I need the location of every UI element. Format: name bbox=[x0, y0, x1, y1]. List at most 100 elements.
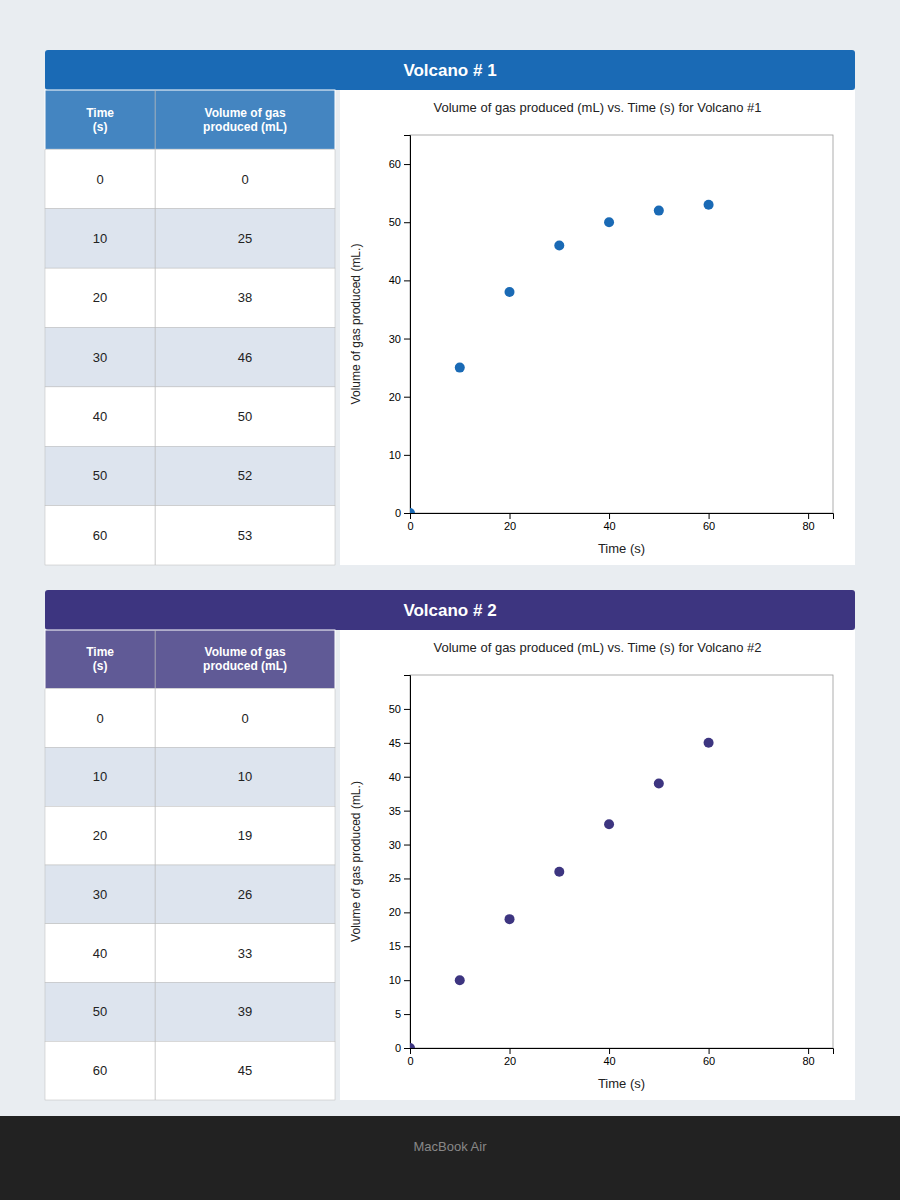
chart-root: Volcano # 1Time(s)Volume of gasproduced … bbox=[0, 0, 900, 1200]
point bbox=[554, 867, 564, 877]
table-cell: 20 bbox=[93, 828, 107, 843]
tick: 60 bbox=[703, 513, 715, 532]
table-header-label: Time(s) bbox=[86, 106, 114, 134]
table-cell: 30 bbox=[93, 887, 107, 902]
point bbox=[704, 200, 714, 210]
tick-label: 30 bbox=[389, 333, 401, 345]
tick: 30 bbox=[389, 839, 410, 851]
tick-label: 25 bbox=[389, 872, 401, 884]
tick-mark bbox=[709, 513, 710, 519]
table-header bbox=[45, 630, 335, 689]
table-cell: 20 bbox=[93, 290, 107, 305]
point bbox=[654, 206, 664, 216]
table-cell: 10 bbox=[93, 231, 107, 246]
table-row bbox=[45, 506, 335, 565]
tick-label: 50 bbox=[389, 703, 401, 715]
tick: 0 bbox=[395, 1042, 410, 1054]
table-cell: 40 bbox=[93, 946, 107, 961]
text-line: Volume of gas bbox=[205, 645, 286, 659]
table-cell: 39 bbox=[238, 1004, 252, 1019]
tick-label: 40 bbox=[389, 771, 401, 783]
table-row bbox=[45, 806, 335, 865]
table-header-label: Time(s) bbox=[86, 645, 114, 673]
tick: 45 bbox=[389, 737, 410, 749]
tick-label: 40 bbox=[389, 274, 401, 286]
chart-title: Volume of gas produced (mL) vs. Time (s)… bbox=[433, 640, 761, 655]
tick: 40 bbox=[389, 274, 410, 286]
table-row bbox=[45, 1041, 335, 1100]
table-cell: 52 bbox=[238, 468, 252, 483]
table-cell: 45 bbox=[238, 1063, 252, 1078]
tick-label: 0 bbox=[407, 1055, 413, 1067]
x-axis-title: Time (s) bbox=[598, 541, 645, 556]
y-axis: 0102030405060 bbox=[389, 136, 411, 520]
tick-mark bbox=[404, 743, 410, 744]
table-cell: 46 bbox=[238, 350, 252, 365]
text-line: produced (mL) bbox=[203, 120, 287, 134]
points bbox=[410, 200, 714, 513]
tick-mark bbox=[404, 397, 410, 398]
tick: 20 bbox=[389, 391, 410, 403]
tick: 30 bbox=[389, 333, 410, 345]
tick: 0 bbox=[407, 1048, 413, 1067]
tick-mark bbox=[404, 1048, 410, 1049]
chart-card bbox=[340, 90, 855, 565]
tick-label: 50 bbox=[389, 216, 401, 228]
point bbox=[410, 1043, 415, 1048]
tick: 60 bbox=[703, 1048, 715, 1067]
tick-label: 40 bbox=[603, 1055, 615, 1067]
tick: 40 bbox=[389, 771, 410, 783]
table-cell: 10 bbox=[93, 769, 107, 784]
tick-label: 20 bbox=[504, 1055, 516, 1067]
tick: 80 bbox=[802, 1048, 814, 1067]
tick-mark bbox=[404, 709, 410, 710]
banner-title: Volcano # 2 bbox=[403, 601, 496, 620]
tick: 50 bbox=[389, 216, 410, 228]
tick-label: 0 bbox=[395, 507, 401, 519]
point bbox=[455, 363, 465, 373]
table-divider bbox=[155, 630, 156, 1100]
table-row bbox=[45, 268, 335, 327]
tick-mark bbox=[808, 513, 809, 519]
banner bbox=[45, 50, 855, 90]
tick-mark bbox=[709, 1048, 710, 1054]
tick-mark bbox=[609, 1048, 610, 1054]
table-row bbox=[45, 387, 335, 446]
tick-label: 40 bbox=[603, 520, 615, 532]
table-cell: 0 bbox=[241, 172, 248, 187]
text-line: Time bbox=[86, 645, 114, 659]
tick-mark bbox=[404, 280, 410, 281]
table-row bbox=[45, 328, 335, 387]
table-row bbox=[45, 209, 335, 268]
tick-mark bbox=[404, 339, 410, 340]
tick: 40 bbox=[603, 513, 615, 532]
tick-label: 80 bbox=[802, 520, 814, 532]
table-cell: 38 bbox=[238, 290, 252, 305]
tick-label: 60 bbox=[389, 158, 401, 170]
tick-label: 60 bbox=[703, 520, 715, 532]
table-row bbox=[45, 865, 335, 924]
point bbox=[455, 975, 465, 985]
tick-mark bbox=[808, 1048, 809, 1054]
tick: 80 bbox=[802, 513, 814, 532]
tick: 0 bbox=[407, 513, 413, 532]
footer-bar bbox=[0, 1116, 900, 1200]
text-line: produced (mL) bbox=[203, 659, 287, 673]
axis-line bbox=[411, 514, 834, 520]
page-background bbox=[0, 0, 900, 1200]
tick: 35 bbox=[389, 805, 410, 817]
table-cell: 0 bbox=[96, 711, 103, 726]
tick-mark bbox=[404, 1014, 410, 1015]
table-row bbox=[45, 748, 335, 807]
tick-mark bbox=[404, 513, 410, 514]
point bbox=[604, 819, 614, 829]
x-axis: 0 20 40 60 80 bbox=[407, 1048, 833, 1067]
tick-label: 80 bbox=[802, 1055, 814, 1067]
x-axis-title: Time (s) bbox=[598, 1076, 645, 1091]
tick: 50 bbox=[389, 703, 410, 715]
tick-label: 45 bbox=[389, 737, 401, 749]
data-table: Time(s)Volume of gasproduced (mL)0010252… bbox=[45, 90, 335, 565]
tick: 10 bbox=[389, 974, 410, 986]
table-cell: 50 bbox=[238, 409, 252, 424]
table-cell: 19 bbox=[238, 828, 252, 843]
